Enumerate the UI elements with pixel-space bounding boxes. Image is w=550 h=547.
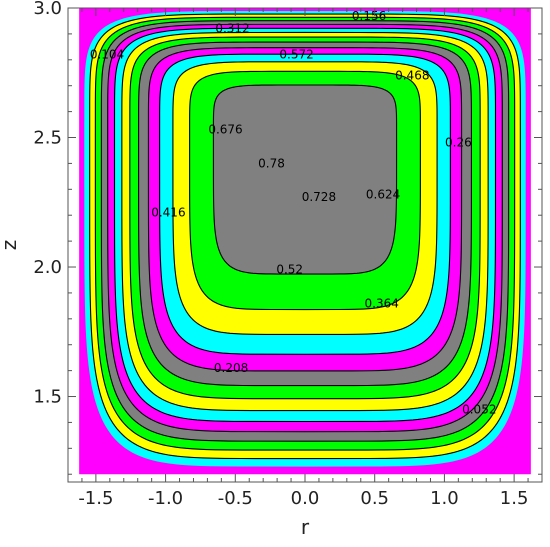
contour-value-label: 0.312 xyxy=(215,22,249,36)
contour-line xyxy=(100,20,510,442)
x-axis-title: r xyxy=(301,515,310,539)
contour-value-label: 0.728 xyxy=(302,190,336,204)
y-tick-label: 2.0 xyxy=(33,257,62,278)
y-tick-label: 3.0 xyxy=(33,0,62,19)
contour-value-label: 0.52 xyxy=(276,263,303,277)
axis-ticks: -1.5 -1.0 -0.5 0.0 0.5 1.0 1.5 1.5 2.0 2.5 3.0 xyxy=(33,0,542,509)
contour-line xyxy=(138,41,472,387)
contour-labels: 0.052 0.104 0.156 0.208 0.26 0.312 0.364 0.416 0… xyxy=(90,9,497,417)
contour-line xyxy=(94,16,516,451)
y-axis-title: z xyxy=(0,240,21,251)
contour-line xyxy=(113,27,497,423)
contour-line xyxy=(159,53,451,355)
contour-value-label: 0.78 xyxy=(258,156,285,170)
x-tick-label: 0.0 xyxy=(291,488,320,509)
x-tick-label: 0.5 xyxy=(360,488,389,509)
x-tick-label: -1.5 xyxy=(78,488,113,509)
contour-band xyxy=(213,85,397,275)
contour-value-label: 0.676 xyxy=(208,123,242,137)
contour-value-label: 0.156 xyxy=(352,9,386,23)
contour-value-label: 0.26 xyxy=(445,136,472,150)
contour-lines xyxy=(89,13,521,460)
contour-value-label: 0.364 xyxy=(365,296,399,310)
y-tick-label: 2.5 xyxy=(33,128,62,149)
contour-line xyxy=(129,36,481,400)
contour-line xyxy=(89,13,521,460)
contour-line xyxy=(172,61,438,335)
x-tick-label: -0.5 xyxy=(218,488,253,509)
contour-line xyxy=(107,23,503,433)
x-tick-label: 1.0 xyxy=(430,488,459,509)
contour-value-label: 0.572 xyxy=(279,48,313,62)
contour-value-label: 0.624 xyxy=(366,188,400,202)
contour-line xyxy=(212,84,398,275)
contour-line xyxy=(121,31,489,412)
contour-value-label: 0.052 xyxy=(462,403,496,417)
y-tick-label: 1.5 xyxy=(33,387,62,408)
x-tick-label: 1.5 xyxy=(500,488,529,509)
contour-value-label: 0.468 xyxy=(395,68,429,82)
contour-value-label: 0.208 xyxy=(214,361,248,375)
contour-line xyxy=(147,47,463,372)
x-tick-label: -1.0 xyxy=(148,488,183,509)
contour-value-label: 0.104 xyxy=(90,48,124,62)
contour-value-label: 0.416 xyxy=(151,206,185,220)
contour-line xyxy=(189,70,421,311)
